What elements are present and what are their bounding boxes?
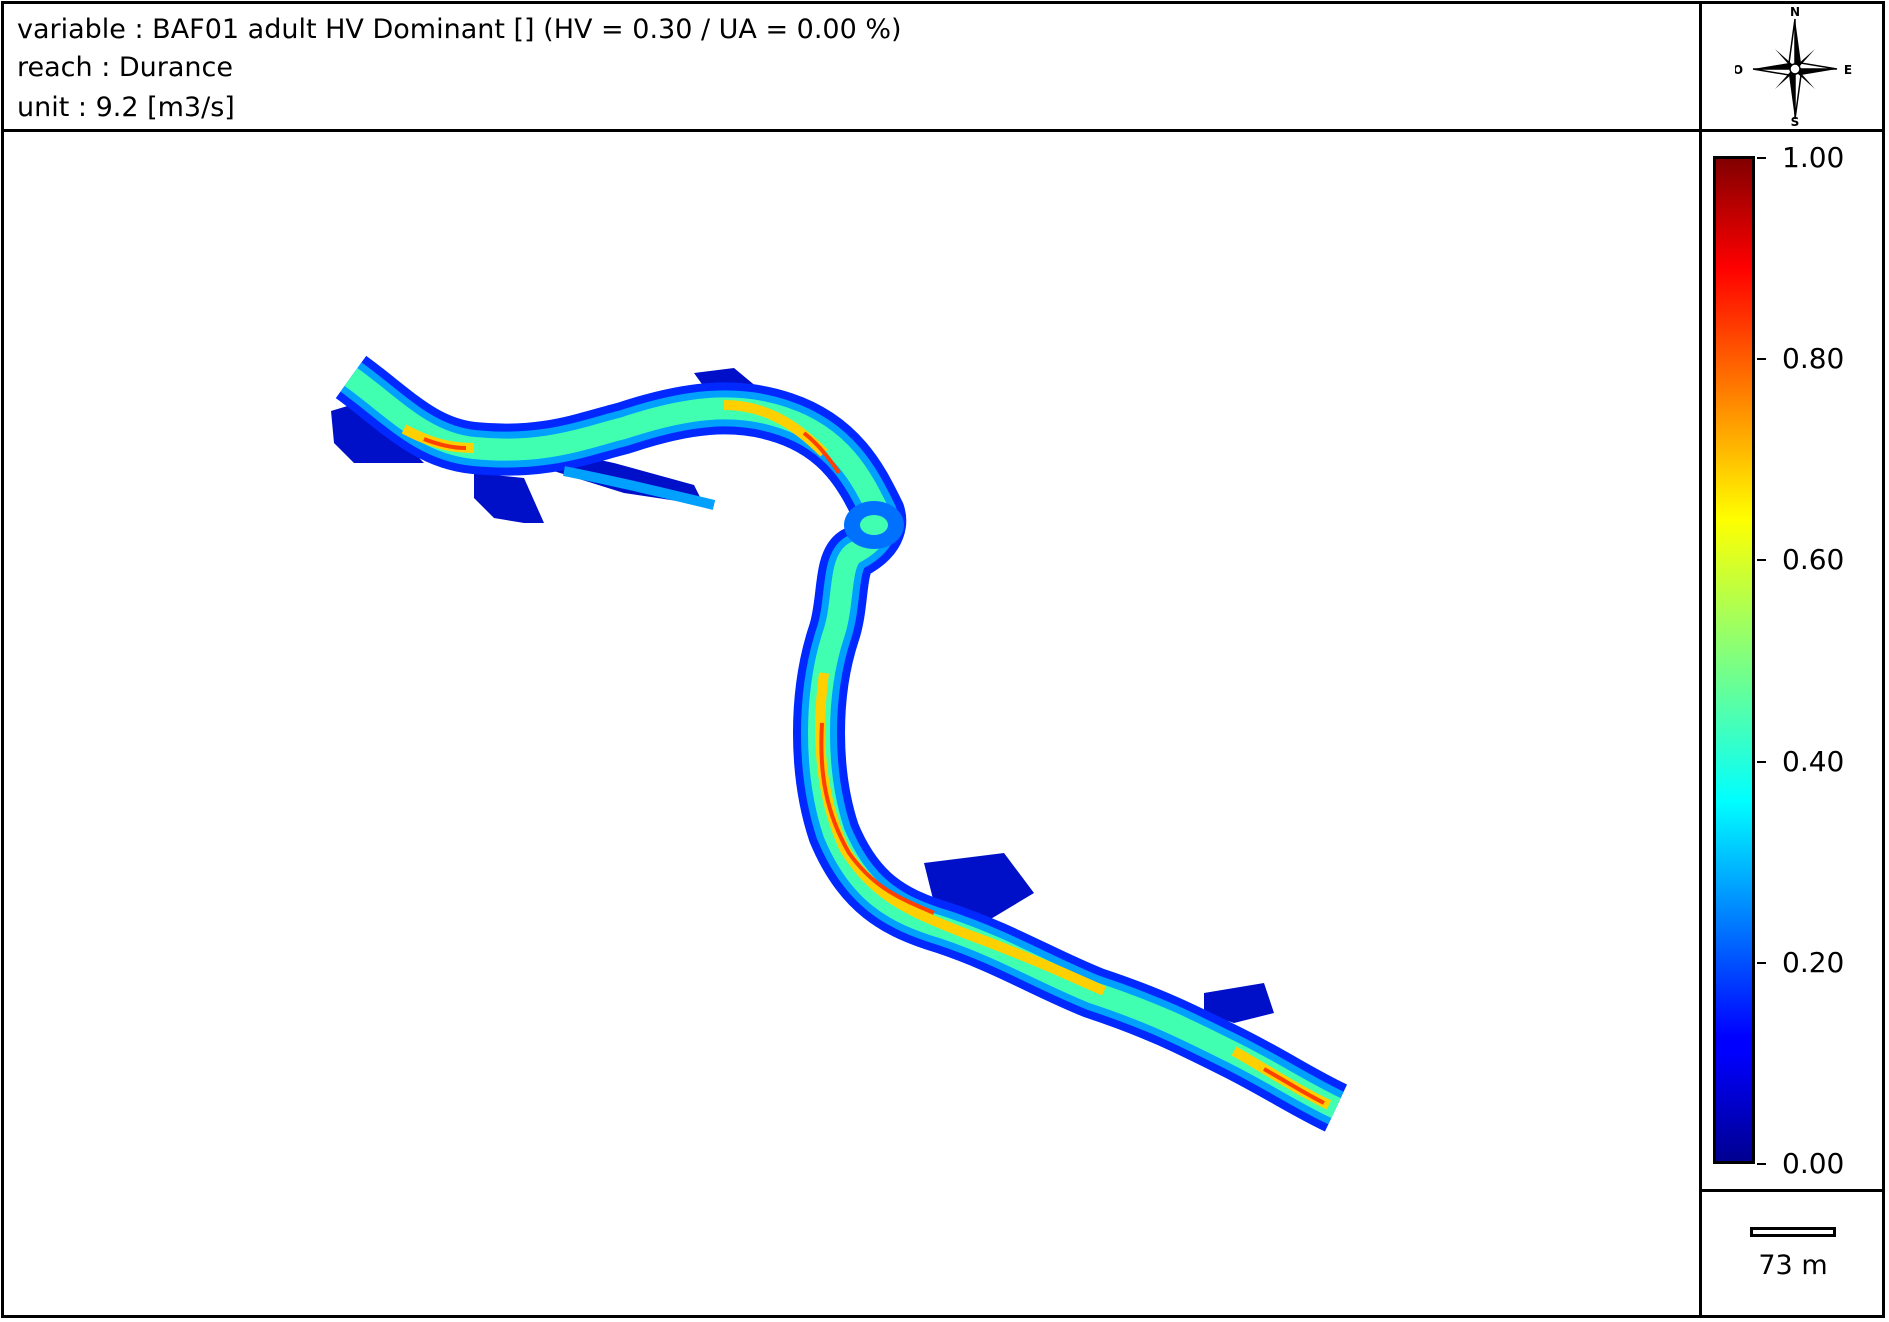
colorbar-tick-label: 0.20 [1782, 945, 1845, 979]
compass-rose-icon: N S E O [1735, 5, 1852, 128]
colorbar-tick-label: 1.00 [1782, 141, 1845, 174]
colorbar-tick [1757, 559, 1766, 562]
colorbar-tick-label: 0.40 [1782, 744, 1845, 778]
river-reach [331, 355, 1348, 1132]
colorbar-tick [1757, 157, 1766, 159]
colorbar-tick-label: 0.80 [1782, 342, 1845, 376]
compass-south-label: S [1791, 115, 1800, 128]
colorbar-tick [1757, 1163, 1766, 1165]
variable-line: variable : BAF01 adult HV Dominant [] (H… [17, 14, 902, 45]
compass-east-label: E [1844, 63, 1852, 77]
scale-bar-label: 73 m [1758, 1250, 1828, 1281]
habitat-map [331, 355, 1348, 1132]
colorbar-tick [1757, 961, 1766, 964]
colorbar [1713, 156, 1755, 1164]
colorbar-tick [1757, 760, 1766, 763]
unit-line: unit : 9.2 [m3/s] [17, 92, 235, 123]
colorbar-tick-label: 0.00 [1782, 1147, 1845, 1180]
side-panel-divider [1699, 1, 1702, 1318]
compass-north-label: N [1790, 5, 1800, 19]
colorbar-tick [1757, 358, 1766, 361]
header-divider [1, 129, 1885, 132]
colorbar-tick-label: 0.60 [1782, 543, 1845, 577]
scale-box-divider [1699, 1189, 1885, 1192]
reach-line: reach : Durance [17, 52, 233, 83]
compass-west-label: O [1735, 63, 1743, 77]
scale-bar [1750, 1227, 1836, 1237]
